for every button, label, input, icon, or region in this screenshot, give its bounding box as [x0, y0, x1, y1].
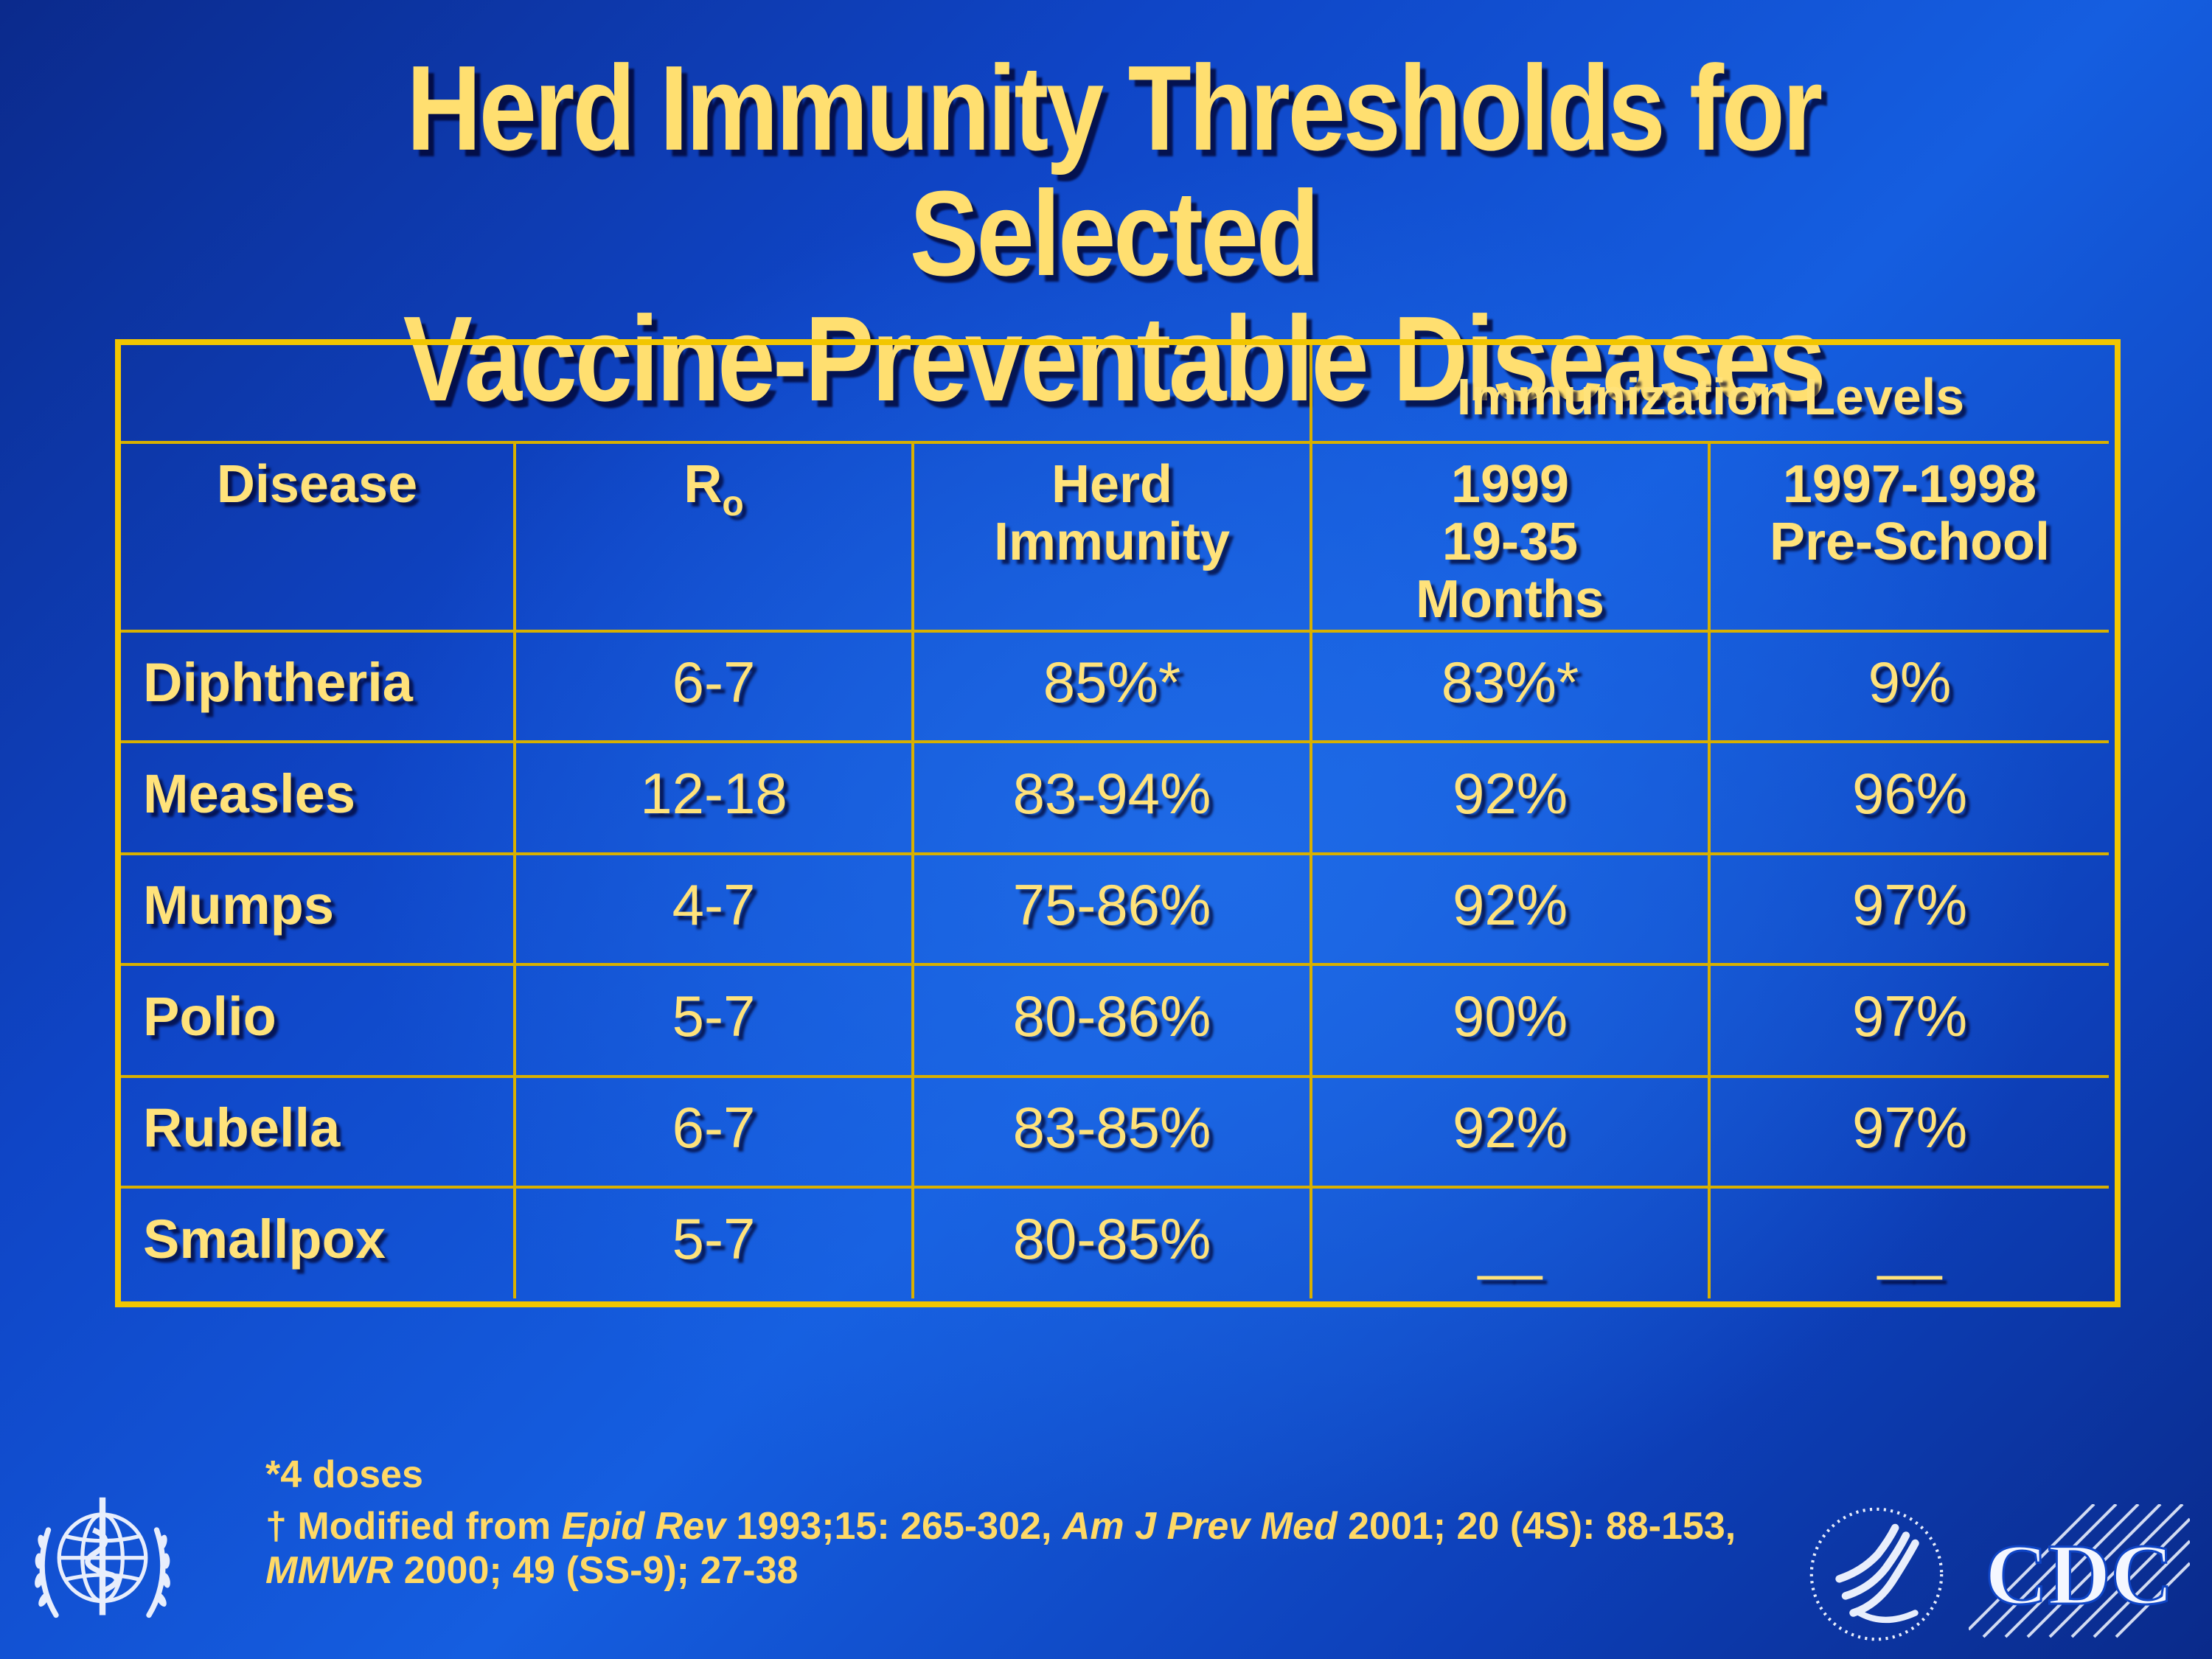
- header-preschool-line-2: Pre-School: [1769, 512, 2051, 571]
- footnote-sources-part: 2001; 20 (4S): 88-153,: [1337, 1505, 1736, 1548]
- header-disease-label: Disease: [216, 455, 418, 514]
- group-header-immunization-levels: Immunization Levels: [1312, 345, 2109, 444]
- herd-immunity-value: 80-86%: [914, 966, 1312, 1078]
- footnote-sources-part: 1993;15: 265-302,: [726, 1505, 1062, 1548]
- coverage-preschool-value: 97%: [1711, 855, 2109, 966]
- header-1999: 1999 19-35 Months: [1312, 444, 1711, 633]
- footnote-journal-epid-rev: Epid Rev: [561, 1505, 726, 1548]
- header-1999-line-1: 1999: [1450, 455, 1570, 514]
- coverage-1999-value: 90%: [1312, 966, 1711, 1078]
- footnotes: *4 doses † Modified from Epid Rev 1993;1…: [265, 1453, 1784, 1593]
- coverage-preschool-value: 96%: [1711, 743, 2109, 855]
- cdc-logo-text: CDC: [1985, 1526, 2174, 1623]
- footnote-sources-part: † Modified from: [265, 1505, 562, 1548]
- herd-immunity-value: 83-94%: [914, 743, 1312, 855]
- slide-title: Herd Immunity Thresholds for Selected Va…: [194, 46, 2033, 422]
- title-line-2: Vaccine-Preventable Diseases: [403, 291, 1826, 426]
- coverage-1999-value: 92%: [1312, 1078, 1711, 1189]
- footnote-journal-am-j-prev-med: Am J Prev Med: [1062, 1505, 1338, 1548]
- coverage-preschool-value: 9%: [1711, 633, 2109, 743]
- header-preschool: 1997-1998 Pre-School: [1711, 444, 2109, 633]
- header-herd-immunity: Herd Immunity: [914, 444, 1312, 633]
- r0-value: 6-7: [516, 1078, 914, 1189]
- disease-name: Smallpox: [121, 1189, 516, 1298]
- header-disease: Disease: [121, 444, 516, 633]
- disease-name: Polio: [121, 966, 516, 1078]
- group-header-blank: [121, 345, 1312, 444]
- coverage-preschool-value: __: [1877, 1216, 1942, 1281]
- footnote-sources: † Modified from Epid Rev 1993;15: 265-30…: [265, 1504, 1784, 1593]
- herd-immunity-value: 75-86%: [914, 855, 1312, 966]
- r0-value: 12-18: [516, 743, 914, 855]
- r0-value: 5-7: [516, 1189, 914, 1298]
- header-r0-label: Ro: [684, 455, 743, 522]
- header-r0: Ro: [516, 444, 914, 633]
- disease-name: Diphtheria: [121, 633, 516, 743]
- herd-immunity-value: 85%*: [914, 633, 1312, 743]
- header-r0-letter: R: [684, 455, 723, 514]
- coverage-preschool-value: 97%: [1711, 1078, 2109, 1189]
- coverage-1999-value: 92%: [1312, 855, 1711, 966]
- footnote-doses: *4 doses: [265, 1453, 423, 1496]
- footnote-journal-mmwr: MMWR: [265, 1549, 394, 1592]
- disease-name: Mumps: [121, 855, 516, 966]
- r0-value: 6-7: [516, 633, 914, 743]
- disease-name: Measles: [121, 743, 516, 855]
- header-1999-line-3: Months: [1416, 570, 1604, 629]
- herd-immunity-value: 83-85%: [914, 1078, 1312, 1189]
- who-emblem-icon: [35, 1497, 170, 1618]
- r0-value: 5-7: [516, 966, 914, 1078]
- header-herd-line-1: Herd: [1051, 455, 1173, 514]
- herd-immunity-table: Immunization Levels Disease Ro Herd Immu…: [115, 339, 2121, 1307]
- footnote-sources-part: 2000; 49 (SS-9); 27-38: [393, 1549, 799, 1592]
- header-r0-subscript: o: [722, 484, 744, 524]
- coverage-preschool-value: 97%: [1711, 966, 2109, 1078]
- header-1999-line-2: 19-35: [1441, 512, 1579, 571]
- disease-name: Rubella: [121, 1078, 516, 1189]
- coverage-1999-value: __: [1312, 1189, 1711, 1298]
- header-herd-line-2: Immunity: [993, 512, 1231, 571]
- hhs-eagle-icon: [1809, 1507, 1944, 1641]
- coverage-1999-value: 83%*: [1312, 633, 1711, 743]
- herd-immunity-value: 80-85%: [914, 1189, 1312, 1298]
- cdc-logo: CDC: [1969, 1504, 2190, 1638]
- r0-value: 4-7: [516, 855, 914, 966]
- header-preschool-line-1: 1997-1998: [1782, 455, 2037, 514]
- coverage-1999-value: 92%: [1312, 743, 1711, 855]
- title-line-1: Herd Immunity Thresholds for Selected: [406, 41, 1823, 301]
